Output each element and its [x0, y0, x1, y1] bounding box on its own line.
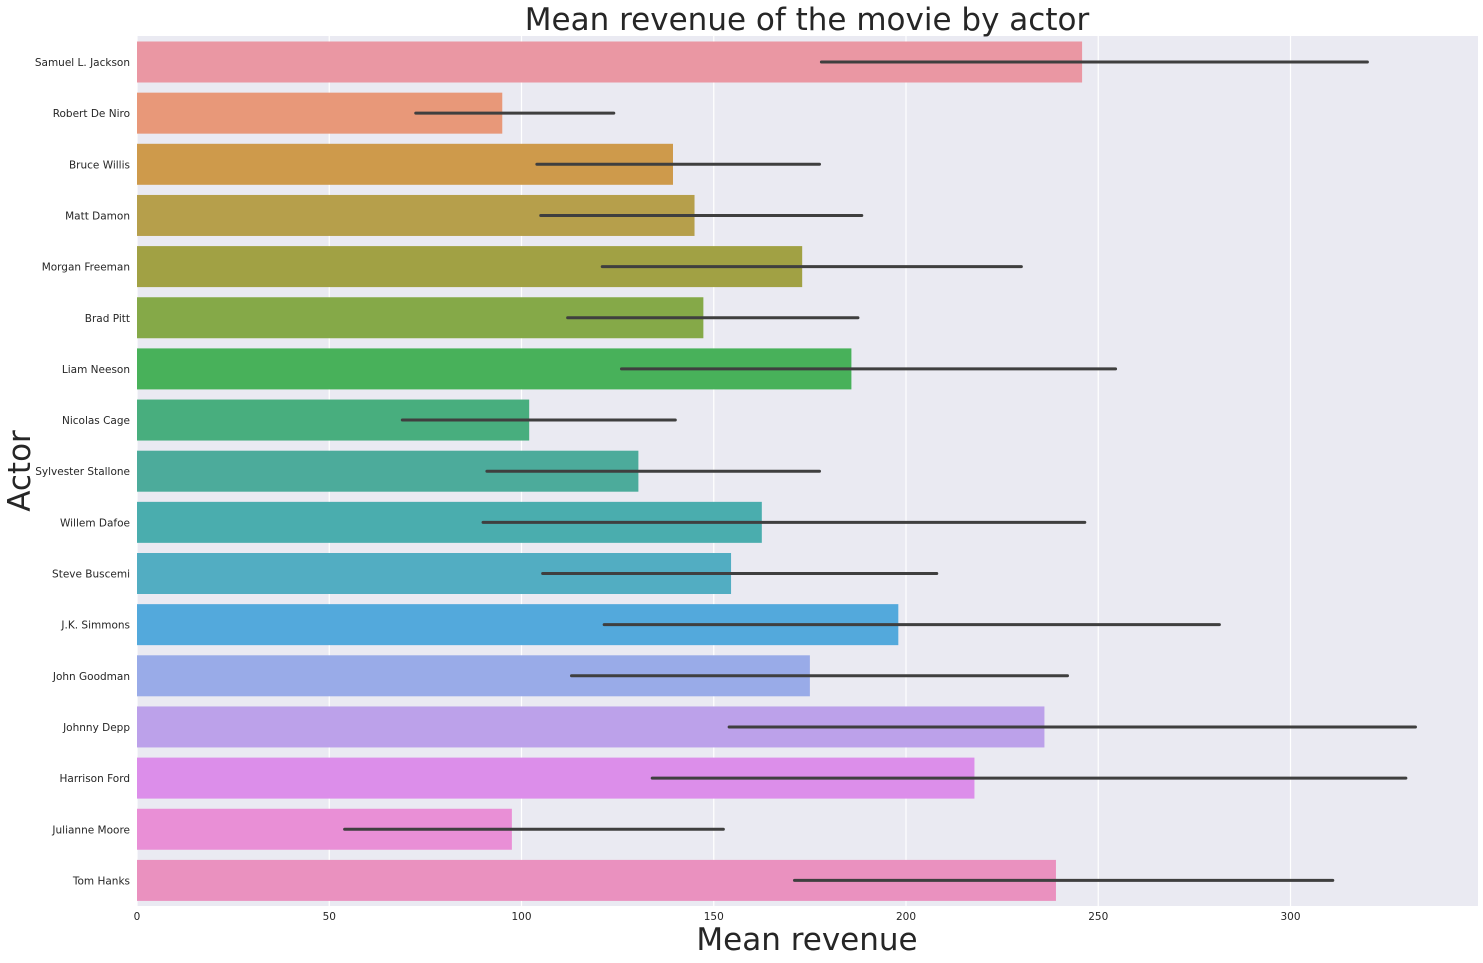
y-tick-label: Bruce Willis [69, 159, 130, 171]
y-tick-label: Morgan Freeman [42, 262, 130, 274]
y-tick-label: Sylvester Stallone [35, 466, 130, 478]
y-tick-label: Johnny Depp [62, 722, 130, 734]
x-tick-label: 100 [511, 911, 531, 923]
y-tick-label: Willem Dafoe [60, 517, 130, 529]
y-tick-label: J.K. Simmons [60, 620, 130, 632]
y-tick-label: Samuel L. Jackson [35, 57, 130, 69]
y-tick-label: Julianne Moore [51, 824, 130, 836]
error-bars [343, 60, 1417, 882]
y-tick-label: Matt Damon [65, 210, 130, 222]
x-tick-label: 0 [134, 911, 141, 923]
y-axis-label: Actor [2, 430, 38, 512]
y-tick-label: Robert De Niro [53, 108, 130, 120]
y-tick-label: Harrison Ford [60, 773, 130, 785]
x-tick-label: 150 [704, 911, 724, 923]
y-tick-label: Brad Pitt [85, 313, 130, 325]
x-tick-label: 300 [1280, 911, 1300, 923]
y-tick-labels: Samuel L. Jackson Robert De Niro Bruce Wil… [35, 57, 130, 887]
x-tick-labels: 0 50 100 150 200 250 300 [134, 911, 1301, 923]
y-tick-label: Tom Hanks [72, 875, 130, 887]
y-tick-label: John Goodman [52, 671, 130, 683]
x-axis-label: Mean revenue [696, 922, 917, 958]
y-tick-label: Nicolas Cage [62, 415, 130, 427]
chart-title: Mean revenue of the movie by actor [525, 2, 1090, 38]
x-tick-label: 200 [896, 911, 916, 923]
y-tick-label: Steve Buscemi [52, 569, 130, 581]
y-tick-label: Liam Neeson [62, 364, 130, 376]
x-tick-label: 250 [1088, 911, 1108, 923]
x-tick-label: 50 [323, 911, 336, 923]
